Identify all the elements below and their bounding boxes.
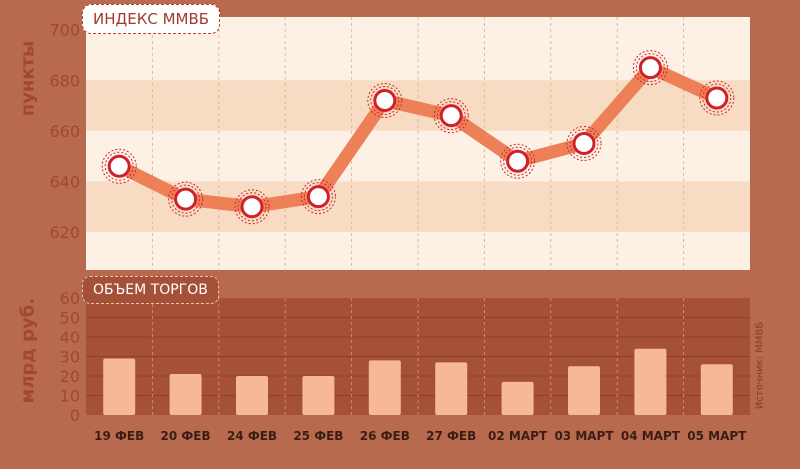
index-y-tick-label: 640: [49, 172, 80, 191]
marker-outer-ring: [300, 179, 336, 215]
marker-mid-ring: [503, 146, 533, 176]
marker-outer-ring: [632, 50, 668, 86]
marker-dot: [240, 195, 264, 219]
marker-mid-ring: [635, 53, 665, 83]
x-category-label: 24 ФЕВ: [227, 429, 277, 443]
marker-dot: [306, 185, 330, 209]
marker-mid-ring: [303, 182, 333, 212]
index-data-point: [699, 80, 735, 116]
volume-y-tick-label: 30: [60, 348, 80, 367]
x-category-label: 20 ФЕВ: [161, 429, 211, 443]
marker-mid-ring: [370, 85, 400, 115]
volume-y-tick-label: 20: [60, 367, 80, 386]
volume-bar: [169, 374, 202, 415]
volume-bar: [103, 358, 136, 415]
marker-outer-ring: [168, 181, 204, 217]
marker-outer-ring: [234, 189, 270, 225]
volume-bar: [302, 376, 335, 415]
index-y-axis-label: пункты: [17, 40, 39, 117]
marker-outer-ring: [566, 126, 602, 161]
x-category-label: 19 ФЕВ: [94, 429, 144, 443]
index-chart-title: ИНДЕКС ММВБ: [82, 4, 221, 34]
volume-bar: [236, 376, 268, 415]
marker-dot: [705, 86, 729, 110]
index-y-tick-label: 700: [49, 21, 80, 40]
index-data-point: [500, 143, 536, 179]
volume-bar: [568, 366, 600, 415]
marker-mid-ring: [702, 83, 732, 113]
source-note: Источник: ММВБ: [754, 321, 766, 410]
x-category-label: 02 МАРТ: [488, 429, 548, 443]
marker-mid-ring: [569, 129, 599, 158]
marker-dot: [506, 149, 530, 173]
index-data-point: [234, 189, 270, 225]
marker-mid-ring: [436, 101, 466, 131]
volume-bar: [501, 381, 534, 415]
volume-y-tick-label: 10: [60, 387, 80, 406]
volume-y-tick-label: 0: [70, 406, 80, 425]
index-series-line: [112, 61, 724, 214]
volume-bar: [368, 360, 401, 415]
index-data-point: [101, 148, 137, 184]
x-category-label: 25 ФЕВ: [293, 429, 343, 443]
volume-bar: [634, 348, 667, 415]
marker-mid-ring: [171, 184, 201, 214]
index-data-point: [367, 82, 403, 118]
volume-bar: [435, 362, 468, 415]
x-category-label: 04 МАРТ: [621, 429, 681, 443]
x-category-label: 27 ФЕВ: [426, 429, 476, 443]
marker-outer-ring: [101, 148, 137, 184]
marker-dot: [572, 132, 596, 155]
volume-y-tick-label: 40: [60, 328, 80, 347]
marker-dot: [107, 154, 131, 178]
index-y-tick-label: 660: [49, 122, 80, 141]
marker-outer-ring: [367, 82, 403, 118]
index-y-tick-label: 680: [49, 71, 80, 90]
marker-outer-ring: [433, 98, 469, 134]
marker-dot: [373, 88, 397, 112]
marker-mid-ring: [237, 192, 267, 222]
volume-bar: [700, 364, 733, 415]
marker-outer-ring: [699, 80, 735, 116]
volume-y-axis-label: млрд руб.: [17, 297, 39, 404]
index-data-point: [433, 98, 469, 134]
index-data-point: [632, 50, 668, 86]
volume-y-tick-label: 60: [60, 289, 80, 308]
index-data-point: [168, 181, 204, 217]
marker-mid-ring: [104, 151, 134, 181]
marker-dot: [439, 104, 463, 128]
index-data-point: [300, 179, 336, 215]
x-category-label: 05 МАРТ: [687, 429, 747, 443]
x-category-label: 03 МАРТ: [554, 429, 614, 443]
marker-outer-ring: [500, 143, 536, 179]
index-y-tick-label: 620: [49, 223, 80, 242]
volume-chart-title: ОБЪЕМ ТОРГОВ: [82, 276, 219, 304]
marker-dot: [638, 56, 662, 80]
volume-y-tick-label: 50: [60, 309, 80, 328]
index-data-point: [566, 126, 602, 161]
marker-dot: [174, 187, 198, 211]
x-category-label: 26 ФЕВ: [360, 429, 410, 443]
